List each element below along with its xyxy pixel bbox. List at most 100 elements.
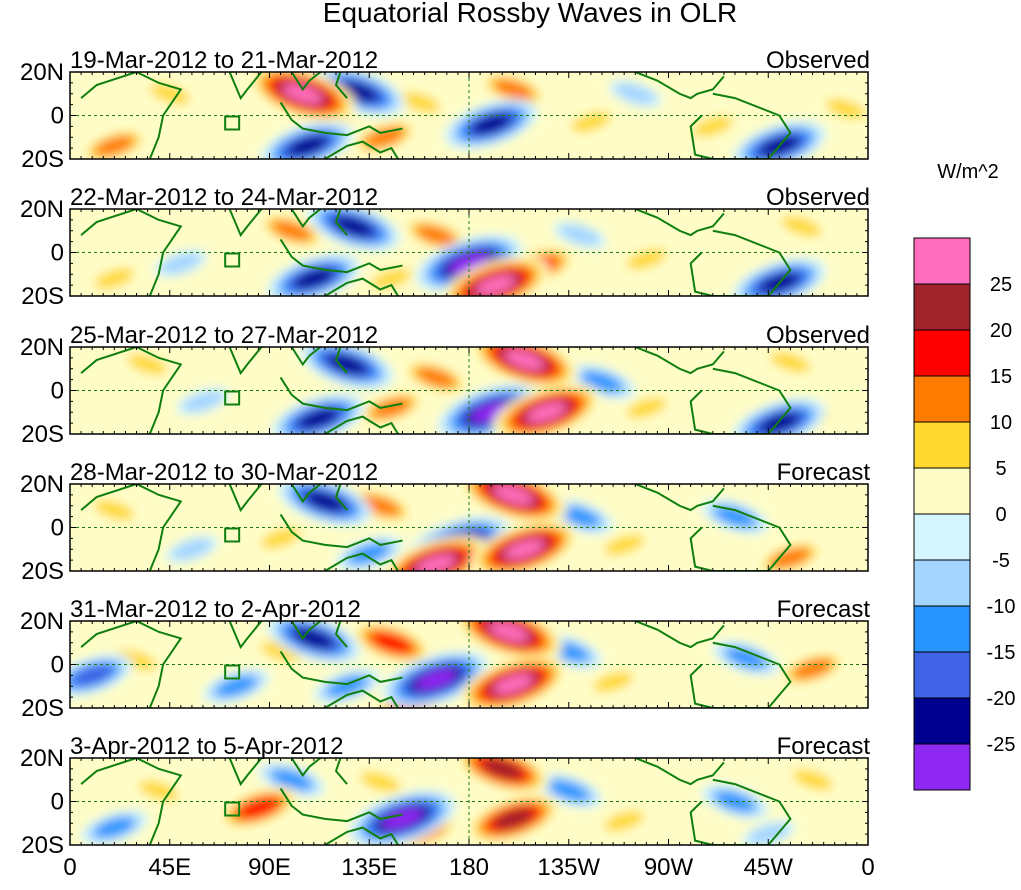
anomaly-contour: [559, 224, 600, 246]
panel-2: 22-Mar-2012 to 24-Mar-2012 Observed 20N 0 20…: [20, 184, 870, 310]
anomaly-contour: [182, 391, 224, 412]
anomaly-contour: [298, 408, 339, 429]
colorbar-swatch: [913, 467, 971, 515]
anomaly-contour: [604, 534, 645, 556]
colorbar-tick-label: -25: [987, 734, 1016, 756]
anomaly-contour: [748, 823, 789, 845]
coastline-1: [80, 209, 183, 296]
panel-date-range: 28-Mar-2012 to 30-Mar-2012: [70, 459, 378, 486]
anomaly-contour: [559, 506, 600, 527]
panel-field: [70, 347, 868, 434]
y-tick-label: 20N: [20, 745, 64, 772]
coastline-1: [80, 621, 183, 708]
coastline-7: [290, 209, 348, 236]
coastline-7: [290, 484, 348, 511]
anomaly-contour: [792, 658, 833, 679]
anomaly-contour: [825, 98, 866, 120]
coastline-3: [634, 209, 725, 237]
anomaly-contour: [626, 248, 667, 270]
anomaly-blobs: [120, 347, 836, 434]
coastlines: [80, 347, 792, 434]
x-tick-label: 45W: [744, 854, 794, 881]
panel-5: 31-Mar-2012 to 2-Apr-2012 Forecast 20N 0 20S: [20, 596, 870, 722]
reference-box: [224, 527, 241, 543]
y-tick-label: 20S: [21, 695, 64, 722]
anomaly-contour: [770, 547, 811, 569]
coastline-3: [634, 621, 725, 649]
anomaly-contour: [770, 352, 811, 373]
panel-status: Observed: [766, 184, 870, 211]
coastline-3: [634, 347, 725, 375]
colorbar-swatch: [913, 283, 971, 331]
anomaly-contour: [94, 135, 135, 157]
anomaly-contour: [493, 79, 534, 100]
y-tick-label: 20N: [20, 59, 64, 86]
panel-date-range: 3-Apr-2012 to 5-Apr-2012: [70, 733, 344, 760]
panel-status: Forecast: [777, 733, 871, 760]
y-tick-label: 20S: [21, 146, 64, 173]
coastline-4: [279, 513, 403, 549]
colorbar-units: W/m^2: [937, 161, 999, 183]
anomaly-contour: [171, 539, 213, 560]
colorbar-tick-label: 25: [990, 274, 1012, 296]
coastline-5: [228, 621, 263, 650]
colorbar-tick-label: -5: [992, 550, 1010, 572]
x-axis: 0 45E 90E 135E 180 135W 90W 45W 0: [63, 854, 874, 881]
anomaly-contour: [415, 554, 456, 571]
anomaly-contour: [282, 83, 323, 104]
y-tick-label: 0: [51, 103, 64, 130]
coastline-2: [689, 367, 792, 434]
panel-status: Forecast: [777, 459, 871, 486]
anomaly-contour: [382, 808, 423, 830]
anomaly-contour: [415, 224, 456, 246]
anomaly-contour: [714, 791, 756, 812]
coastline-6: [324, 277, 399, 296]
anomaly-contour: [160, 253, 201, 274]
anomaly-contour: [504, 539, 545, 560]
coastlines: [80, 72, 792, 159]
y-tick-label: 20N: [20, 334, 64, 361]
anomaly-contour: [293, 268, 334, 289]
colorbar-swatch: [913, 559, 971, 607]
colorbar-swatch: [913, 743, 971, 791]
colorbar-tick-label: 10: [990, 412, 1012, 434]
anomaly-contour: [364, 127, 405, 148]
anomaly-contour: [287, 135, 328, 157]
anomaly-contour: [94, 268, 135, 289]
x-tick-label: 90E: [248, 854, 291, 881]
anomaly-contour: [792, 769, 833, 790]
anomaly-contour: [271, 220, 312, 241]
anomaly-contour: [570, 111, 612, 133]
coastlines: [80, 209, 792, 296]
coastline-6: [324, 689, 399, 708]
coastlines: [80, 484, 792, 571]
colorbar-tick-label: -10: [987, 596, 1016, 618]
anomaly-contour: [626, 397, 667, 419]
panel-date-range: 22-Mar-2012 to 24-Mar-2012: [70, 184, 378, 211]
anomaly-contour: [581, 371, 623, 392]
coastline-2: [689, 504, 792, 571]
coastline-2: [689, 229, 792, 296]
anomaly-contour: [333, 216, 374, 237]
colorbar-tick-label: 5: [995, 458, 1006, 480]
coastline-4: [279, 376, 403, 412]
coastline-3: [634, 72, 725, 100]
anomaly-contour: [260, 528, 301, 549]
panel-date-range: 19-Mar-2012 to 21-Mar-2012: [70, 47, 378, 74]
y-tick-label: 0: [51, 789, 64, 816]
anomaly-contour: [127, 354, 168, 375]
reference-box: [224, 664, 241, 680]
coastline-6: [324, 552, 399, 571]
anomaly-contour: [526, 402, 567, 423]
anomaly-contour: [138, 780, 179, 801]
x-tick-label: 135W: [537, 854, 600, 881]
coastline-7: [290, 621, 348, 648]
colorbar-tick-label: 0: [995, 504, 1006, 526]
coastline-6: [324, 415, 399, 434]
coastline-4: [279, 238, 403, 274]
anomaly-contour: [488, 621, 530, 643]
y-tick-label: 20S: [21, 283, 64, 310]
panel-date-range: 31-Mar-2012 to 2-Apr-2012: [70, 596, 361, 623]
coastline-2: [689, 778, 792, 845]
anomaly-contour: [238, 797, 279, 819]
